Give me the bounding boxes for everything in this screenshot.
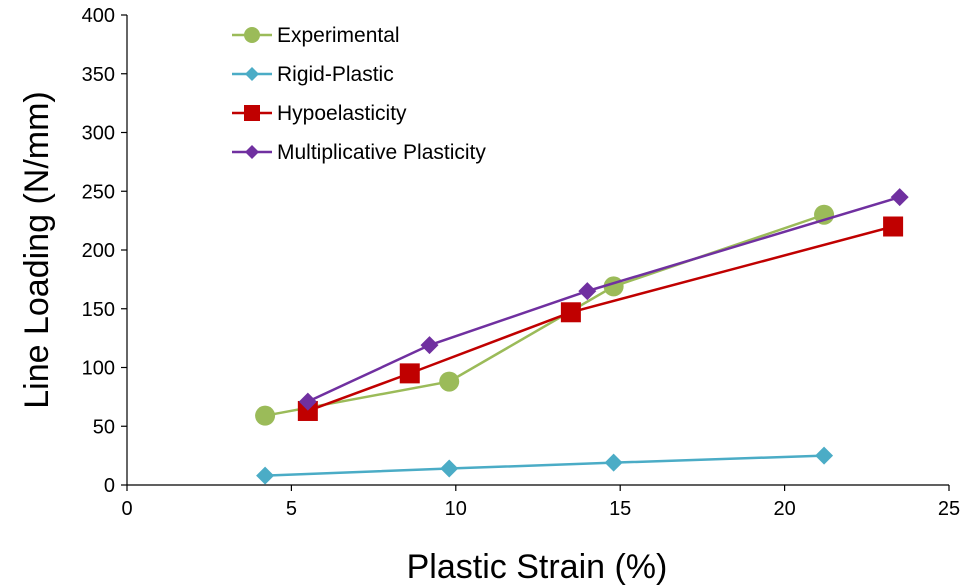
series-line — [265, 454, 825, 477]
data-point — [256, 466, 275, 485]
y-tick-label: 200 — [82, 240, 115, 262]
legend-marker — [245, 145, 259, 159]
series-line — [307, 195, 901, 403]
x-tick-label: 0 — [121, 498, 132, 520]
legend: Experimental Rigid-Plastic Hypoelasticity M… — [232, 24, 486, 164]
legend-label: Hypoelasticity — [277, 102, 407, 125]
legend-item-experimental: Experimental — [232, 24, 400, 47]
data-point — [814, 204, 835, 225]
x-tick-label: 15 — [609, 498, 631, 520]
y-axis-title: Line Loading (N/mm) — [18, 91, 56, 408]
legend-item-hypoelasticity: Hypoelasticity — [232, 102, 407, 125]
y-tick-label: 250 — [82, 181, 115, 203]
legend-marker — [244, 27, 260, 43]
data-point — [578, 282, 597, 301]
data-point — [439, 371, 460, 392]
legend-marker — [244, 105, 260, 121]
data-point — [399, 363, 420, 384]
series-experimental — [255, 204, 835, 426]
series-line — [307, 225, 894, 413]
y-tick-label: 100 — [82, 358, 115, 380]
x-tick-label: 5 — [286, 498, 297, 520]
y-tick-label: 150 — [82, 299, 115, 321]
legend-item-multiplicative-plasticity: Multiplicative Plasticity — [232, 141, 486, 164]
data-point — [440, 459, 459, 478]
legend-item-rigid-plastic: Rigid-Plastic — [232, 63, 394, 86]
y-tick-label: 400 — [82, 5, 115, 27]
data-point — [255, 405, 276, 426]
y-tick-label: 0 — [104, 475, 115, 497]
data-point — [298, 392, 317, 411]
series-multiplicative-plasticity — [298, 188, 909, 411]
x-axis-title: Plastic Strain (%) — [407, 548, 668, 586]
x-tick-label: 25 — [938, 498, 960, 520]
data-point — [420, 336, 439, 355]
y-tick-label: 300 — [82, 123, 115, 145]
legend-label: Rigid-Plastic — [277, 63, 394, 86]
data-point — [604, 453, 623, 472]
data-point — [890, 188, 909, 207]
data-point — [560, 302, 581, 323]
series-rigid-plastic — [256, 446, 834, 485]
series-layer — [255, 188, 909, 485]
data-point — [297, 400, 318, 421]
legend-label: Multiplicative Plasticity — [277, 141, 486, 164]
x-tick-label: 10 — [445, 498, 467, 520]
x-tick-label: 20 — [773, 498, 795, 520]
y-tick-label: 50 — [93, 416, 115, 438]
legend-label: Experimental — [277, 24, 400, 47]
series-hypoelasticity — [297, 216, 904, 421]
data-point — [883, 216, 904, 237]
legend-marker — [245, 67, 259, 81]
data-point — [815, 446, 834, 465]
y-tick-label: 350 — [82, 64, 115, 86]
